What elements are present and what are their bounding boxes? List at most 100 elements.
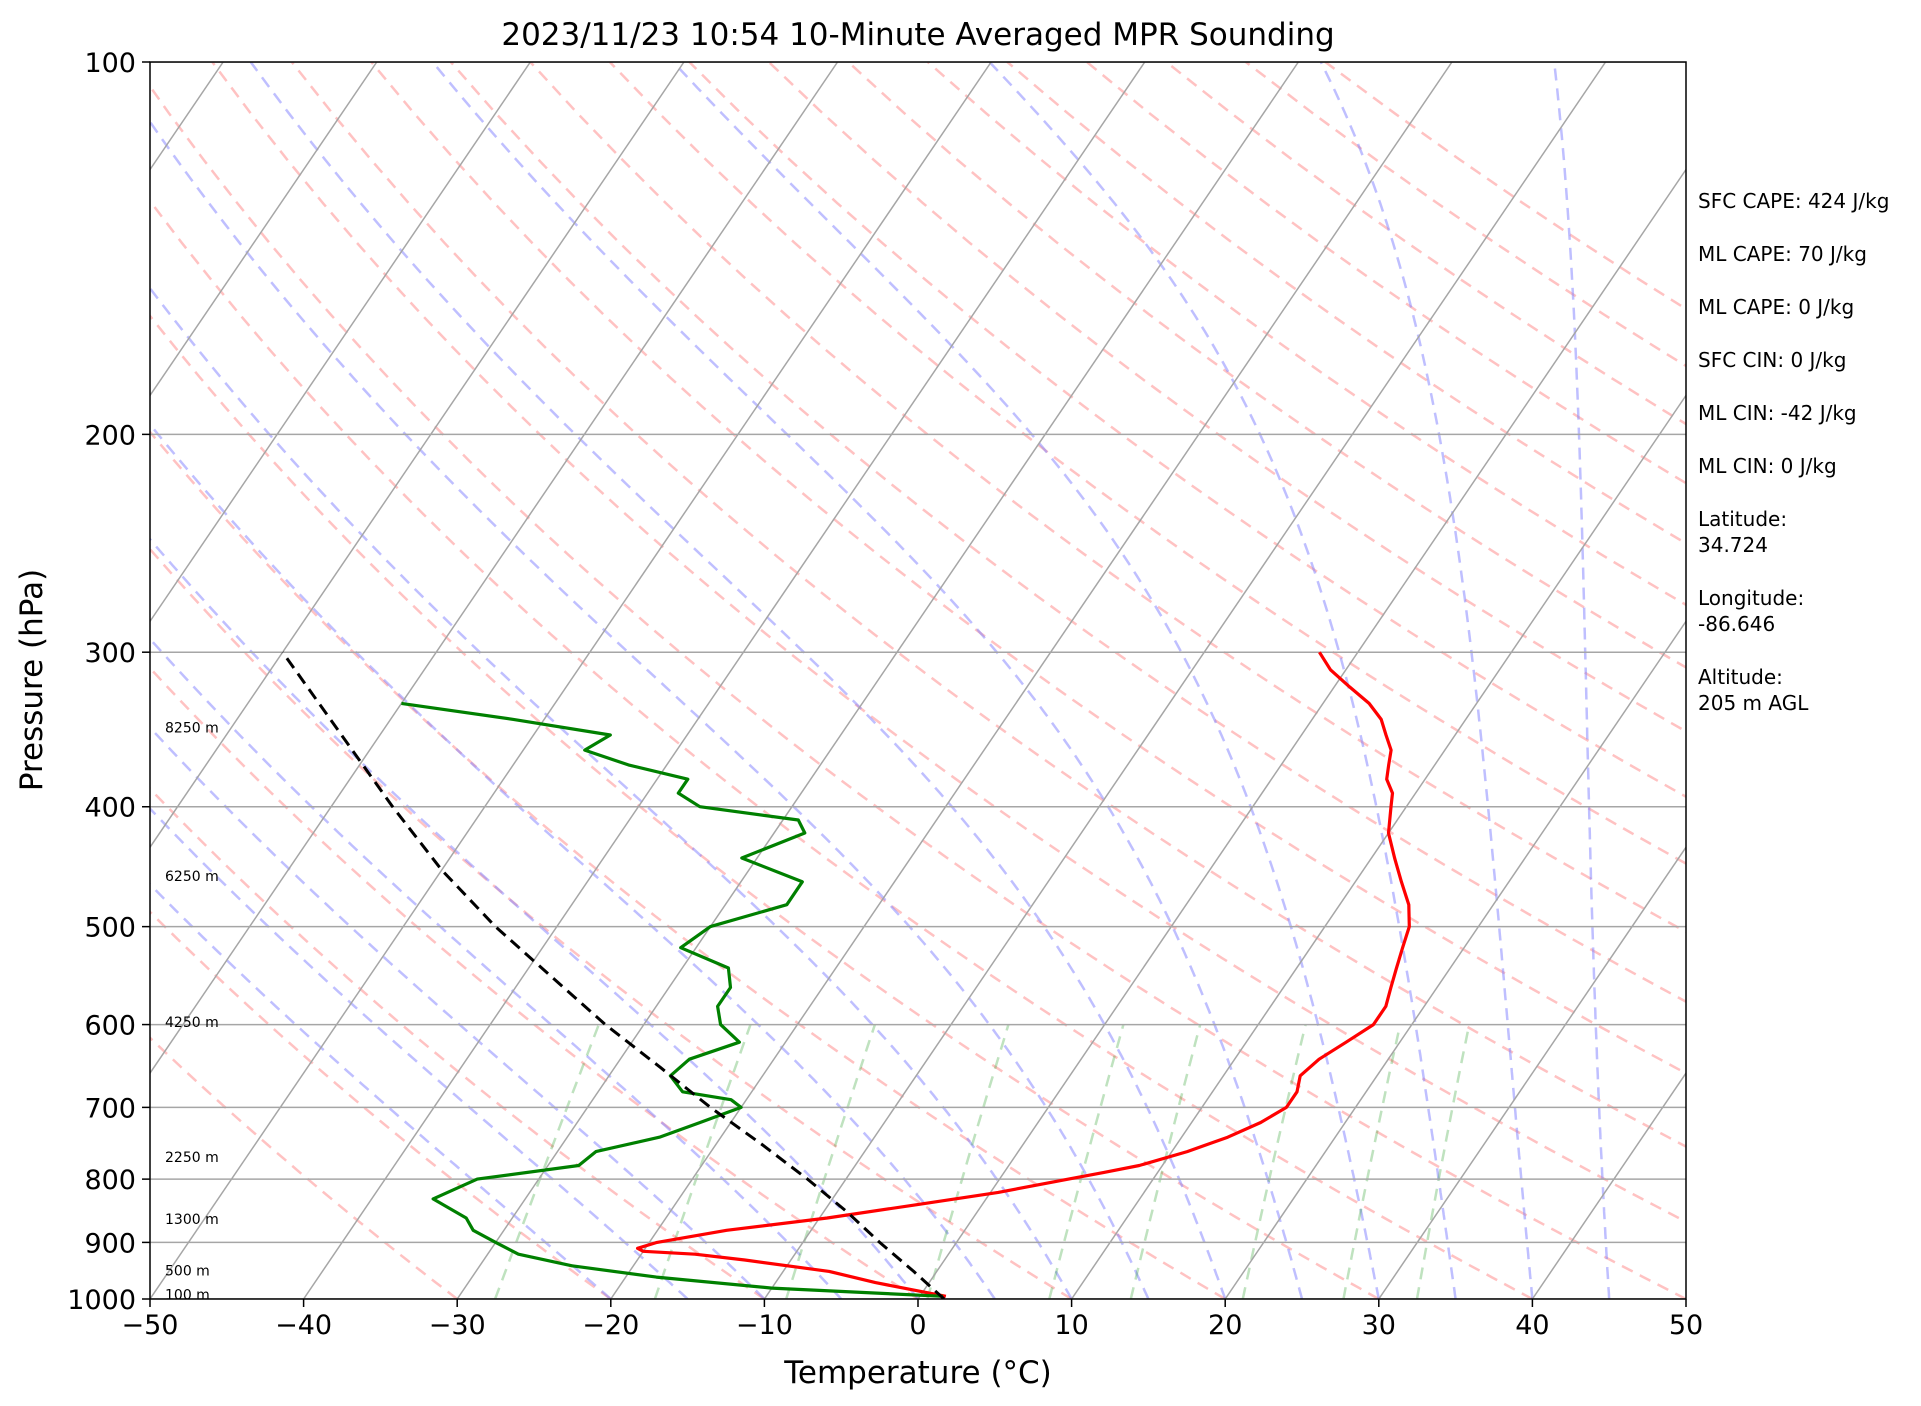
y-tick-label: 900 — [84, 1228, 136, 1259]
height-label: 4250 m — [165, 1015, 219, 1031]
y-tick-label: 200 — [84, 420, 136, 451]
moist-adiabat — [249, 62, 1227, 1299]
x-tick-label: 0 — [909, 1310, 926, 1341]
y-tick-label: 700 — [84, 1093, 136, 1124]
isotherm — [150, 62, 992, 1299]
height-label: 1300 m — [165, 1212, 219, 1228]
info-label: SFC CAPE: 424 J/kg — [1698, 189, 1890, 213]
info-label: Longitude: — [1698, 586, 1805, 610]
y-tick-label: 500 — [84, 913, 136, 944]
info-item: Longitude: -86.646 — [1698, 585, 1918, 637]
moist-adiabat — [1552, 62, 1611, 1299]
height-label: 2250 m — [165, 1150, 219, 1166]
info-value: 205 m AGL — [1698, 691, 1809, 715]
dry-adiabat — [150, 84, 1686, 1299]
mixing-ratio-line — [926, 1024, 1010, 1299]
x-tick-label: 40 — [1515, 1310, 1549, 1341]
y-tick-label: 1000 — [67, 1285, 136, 1316]
dry-adiabat — [290, 62, 1686, 1148]
mixing-ratio-line — [1415, 1024, 1471, 1299]
x-tick-label: −20 — [582, 1310, 639, 1341]
moist-adiabat — [988, 62, 1457, 1299]
dry-adiabat — [150, 313, 1380, 1299]
isotherm — [763, 62, 1607, 1299]
x-tick-label: 10 — [1054, 1310, 1088, 1341]
dry-adiabat — [150, 787, 766, 1299]
y-tick-label: 400 — [84, 793, 136, 824]
dry-adiabat — [847, 62, 1686, 669]
dry-adiabat — [926, 62, 1686, 607]
x-tick-label: 50 — [1669, 1310, 1703, 1341]
isotherm — [456, 62, 1299, 1299]
mixing-ratio-line — [1241, 1024, 1307, 1299]
x-axis-label: Temperature (°C) — [783, 1355, 1052, 1391]
moist-adiabat — [1319, 62, 1534, 1299]
moist-adiabat — [150, 882, 612, 1299]
y-tick-label: 100 — [84, 48, 136, 79]
height-label: 8250 m — [165, 720, 219, 736]
moist-adiabat — [150, 637, 843, 1299]
info-label: ML CIN: 0 J/kg — [1698, 454, 1837, 478]
info-item: ML CIN: 0 J/kg — [1698, 453, 1918, 479]
moist-adiabat — [150, 119, 1150, 1299]
height-label: 500 m — [165, 1263, 210, 1279]
dry-adiabat — [529, 62, 1686, 934]
x-tick-label: −30 — [429, 1310, 486, 1341]
info-label: Latitude: — [1698, 507, 1788, 531]
info-item: ML CAPE: 70 J/kg — [1698, 241, 1918, 267]
moist-adiabat — [150, 422, 996, 1299]
info-label: SFC CIN: 0 J/kg — [1698, 348, 1847, 372]
y-axis-label: Pressure (hPa) — [14, 569, 50, 791]
isotherm — [1378, 845, 1686, 1299]
temperature-line — [636, 651, 1411, 1298]
info-label: ML CAPE: 0 J/kg — [1698, 295, 1855, 319]
dry-adiabat — [150, 429, 1226, 1299]
moist-adiabat — [672, 62, 1381, 1299]
parcel-line — [281, 651, 946, 1299]
height-label: 100 m — [165, 1288, 210, 1304]
x-tick-label: −50 — [122, 1310, 179, 1341]
sounding-info-panel: SFC CAPE: 424 J/kg ML CAPE: 70 J/kg ML CAP… — [1698, 188, 1918, 743]
isotherm — [150, 62, 531, 623]
info-item: ML CIN: -42 J/kg — [1698, 400, 1918, 426]
isotherm — [917, 168, 1686, 1299]
isotherm — [610, 62, 1453, 1299]
dry-adiabat — [688, 62, 1686, 799]
y-tick-label: 600 — [84, 1011, 136, 1042]
dry-adiabat — [370, 62, 1686, 1075]
dry-adiabat — [150, 910, 612, 1299]
height-label: 6250 m — [165, 869, 219, 885]
info-item: ML CAPE: 0 J/kg — [1698, 294, 1918, 320]
moist-adiabat — [431, 62, 1304, 1299]
isotherm — [1531, 1071, 1686, 1299]
dewpoint-line — [401, 701, 943, 1298]
chart-title: 2023/11/23 10:54 10-Minute Averaged MPR … — [501, 17, 1334, 53]
dry-adiabat — [150, 666, 919, 1299]
x-tick-label: −40 — [275, 1310, 332, 1341]
moist-adiabat — [150, 806, 689, 1299]
isotherm — [1070, 394, 1686, 1299]
dry-adiabat — [150, 547, 1073, 1299]
y-tick-label: 300 — [84, 638, 136, 669]
info-value: -86.646 — [1698, 612, 1776, 636]
isotherm — [150, 62, 685, 849]
x-tick-label: 30 — [1362, 1310, 1396, 1341]
moist-adiabat — [150, 286, 1073, 1299]
info-label: Altitude: — [1698, 665, 1783, 689]
x-tick-label: 20 — [1208, 1310, 1242, 1341]
plot-frame — [149, 61, 1687, 1300]
isotherm — [1224, 620, 1686, 1299]
isotherm — [150, 62, 839, 1075]
dry-adiabat — [150, 1036, 458, 1299]
info-item: Altitude: 205 m AGL — [1698, 664, 1918, 716]
info-value: 34.724 — [1698, 533, 1768, 557]
info-item: Latitude: 34.724 — [1698, 506, 1918, 558]
x-tick-label: −10 — [736, 1310, 793, 1341]
dry-adiabat — [150, 198, 1533, 1299]
info-item: SFC CAPE: 424 J/kg — [1698, 188, 1918, 214]
y-tick-label: 800 — [84, 1165, 136, 1196]
isotherm — [150, 62, 378, 397]
dry-adiabat — [211, 62, 1686, 1224]
info-label: ML CAPE: 70 J/kg — [1698, 242, 1867, 266]
